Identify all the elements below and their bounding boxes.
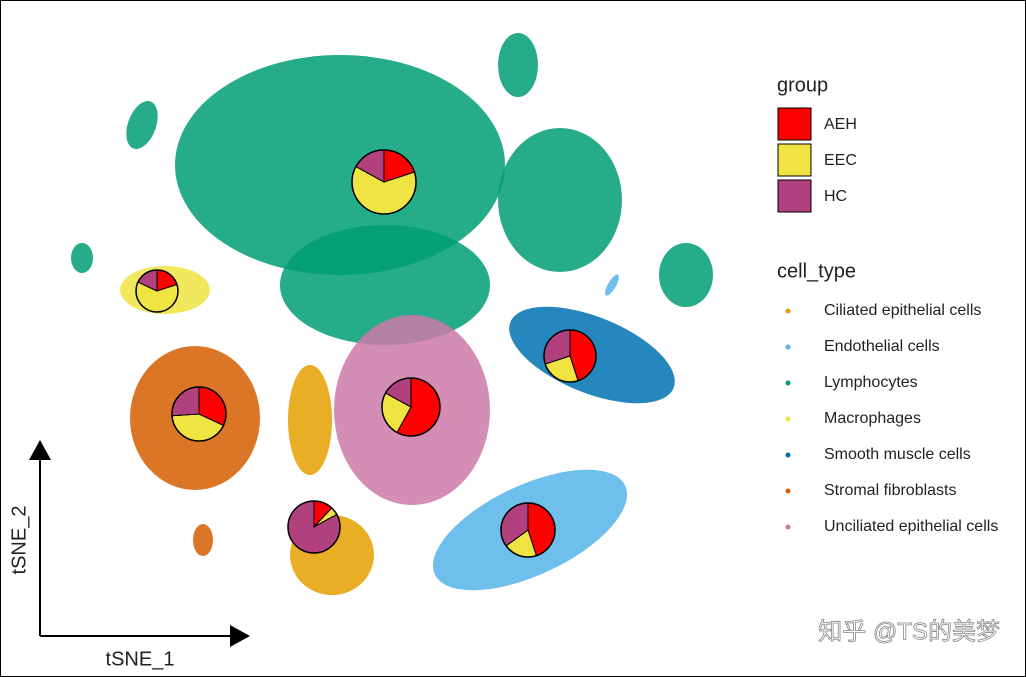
cluster <box>288 365 332 475</box>
cluster <box>659 243 713 307</box>
cluster <box>71 243 93 273</box>
cluster <box>605 274 619 296</box>
legend-key <box>777 143 812 177</box>
legend-key <box>777 179 812 213</box>
legend-title: group <box>777 74 828 96</box>
legend-label: Lymphocytes <box>824 374 918 391</box>
pie-outline <box>381 377 441 437</box>
legend-label: Smooth muscle cells <box>824 446 971 463</box>
watermark: 知乎 @TS的美梦 <box>818 618 1000 645</box>
cluster <box>175 55 505 275</box>
legend-label: Stromal fibroblasts <box>824 482 957 499</box>
pie-outline <box>351 149 417 215</box>
legend-label: Endothelial cells <box>824 338 940 355</box>
pie-outline <box>543 329 597 383</box>
pie-outline <box>171 386 227 442</box>
legend-key <box>785 416 791 422</box>
legend-key <box>785 308 791 314</box>
legend-key <box>785 524 791 530</box>
pie-outline <box>287 500 341 554</box>
cluster <box>193 524 213 556</box>
legend-label: EEC <box>824 152 857 169</box>
legend-label: Macrophages <box>824 410 921 427</box>
cluster <box>126 101 158 149</box>
clusters <box>71 33 713 595</box>
legend-key <box>785 488 791 494</box>
pie-outline <box>135 269 179 313</box>
legend: AEH EEC HC Ciliated epithelial cells Endothe… <box>777 107 998 535</box>
legend-key <box>785 344 791 350</box>
x-arrow-head <box>230 625 250 647</box>
legend-label: Unciliated epithelial cells <box>824 518 998 535</box>
legend-label: HC <box>824 188 847 205</box>
x-axis-label: tSNE_1 <box>106 648 175 670</box>
cluster <box>498 128 622 272</box>
legend-label: Ciliated epithelial cells <box>824 302 981 319</box>
y-axis-label: tSNE_2 <box>8 506 30 575</box>
pies <box>135 149 597 558</box>
y-arrow-head <box>29 440 51 460</box>
legend-key <box>785 452 791 458</box>
cluster <box>498 33 538 97</box>
pie-outline <box>500 502 556 558</box>
legend-label: AEH <box>824 116 857 133</box>
legend-key <box>777 107 812 141</box>
legend-key <box>785 380 791 386</box>
legend-title: cell_type <box>777 260 856 282</box>
cluster <box>280 225 490 345</box>
